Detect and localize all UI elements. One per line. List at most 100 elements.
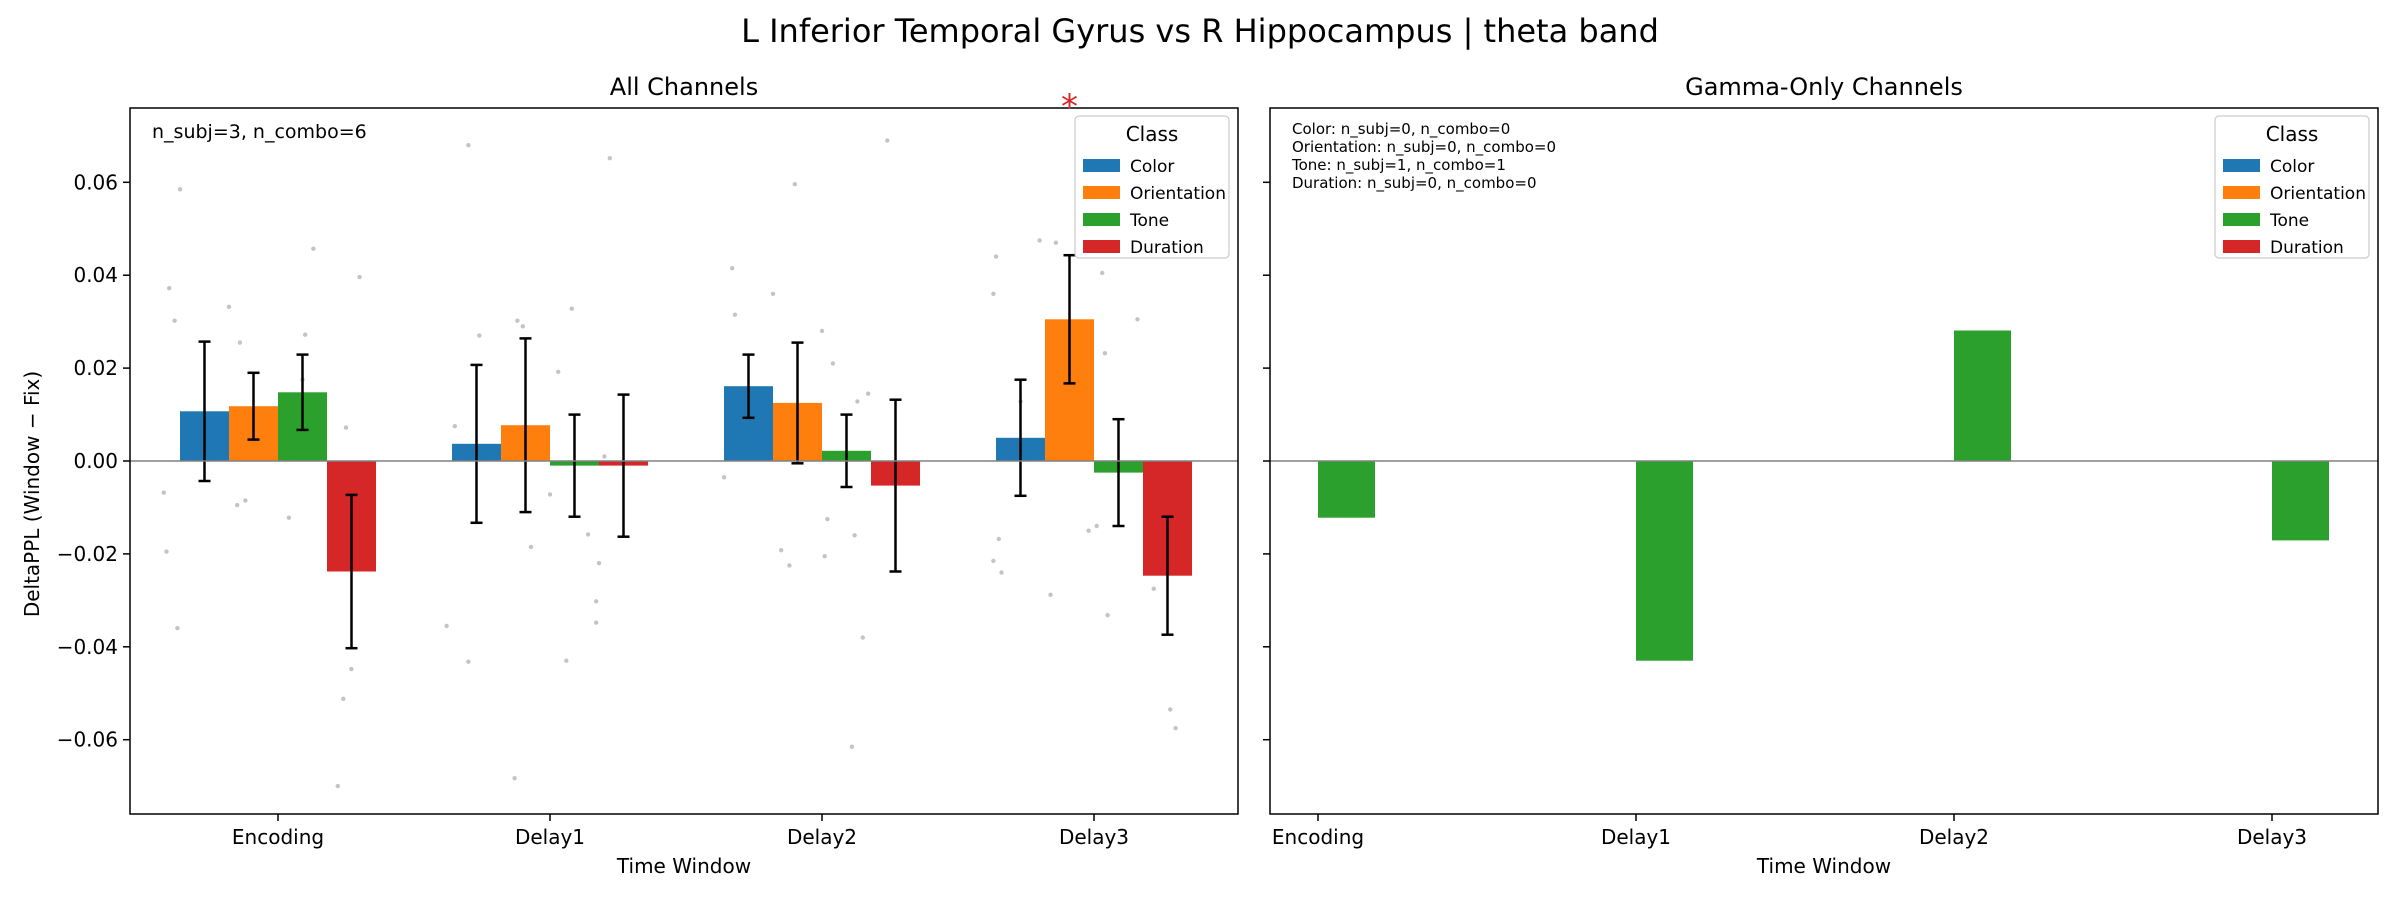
left-scatter-point — [175, 626, 180, 631]
left-error-bar-color-delay3 — [1014, 378, 1027, 498]
left-scatter-point — [177, 187, 183, 192]
left-scatter-point — [528, 544, 534, 550]
legend-label-duration: Duration — [2270, 238, 2344, 258]
right-legend: Class Color Orientation Tone Duration — [2214, 115, 2370, 259]
legend-label-color: Color — [2270, 157, 2314, 177]
left-scatter-point — [341, 696, 346, 701]
left-scatter-point — [512, 776, 517, 781]
left-scatter-point — [1135, 317, 1140, 322]
left-scatter-point — [286, 515, 292, 520]
left-scatter-point — [235, 502, 240, 508]
legend-title: Class — [1126, 122, 1179, 146]
left-error-bar-orientation-delay3 — [1063, 253, 1076, 385]
left-scatter-point — [1053, 240, 1059, 245]
figure-suptitle: L Inferior Temporal Gyrus vs R Hippocamp… — [741, 12, 1659, 50]
left-scatter-point — [855, 399, 860, 404]
left-error-bar-orientation-delay1 — [519, 337, 532, 514]
left-scatter-point — [822, 554, 827, 559]
right-annotation-line-duration: Duration: n_subj=0, n_combo=0 — [1292, 174, 1537, 193]
left-scatter-point — [770, 291, 776, 296]
left-scatter-point — [243, 498, 248, 503]
left-scatter-point — [547, 492, 553, 497]
legend-swatch-tone — [1083, 213, 1120, 226]
left-scatter-point — [849, 744, 855, 749]
left-error-bar-orientation-encoding — [247, 371, 260, 441]
left-scatter-point — [564, 658, 569, 663]
left-scatter-point — [303, 332, 308, 337]
left-scatter-point — [477, 333, 482, 338]
right-x-tick-label-encoding: Encoding — [1272, 825, 1364, 849]
left-error-bar-color-delay1 — [470, 363, 483, 525]
right-annotation-line-orientation: Orientation: n_subj=0, n_combo=0 — [1292, 138, 1556, 157]
left-error-bar-duration-delay3 — [1161, 515, 1174, 636]
legend-title: Class — [2266, 122, 2319, 146]
left-scatter-point — [237, 340, 243, 345]
left-scatter-point — [885, 138, 890, 143]
left-scatter-point — [819, 328, 825, 334]
left-y-tick-label: −0.02 — [57, 542, 118, 566]
left-y-tick-label: 0.02 — [73, 356, 118, 380]
left-scatter-point — [1048, 592, 1053, 597]
legend-swatch-tone — [2223, 213, 2260, 226]
left-error-bar-orientation-delay2 — [791, 341, 804, 465]
left-scatter-point — [787, 563, 792, 568]
left-scatter-point — [602, 454, 607, 459]
left-scatter-point — [452, 424, 457, 429]
legend-swatch-duration — [1083, 240, 1120, 253]
left-scatter-point — [999, 570, 1004, 575]
left-scatter-point — [164, 549, 169, 554]
left-y-tick-label: 0.04 — [73, 263, 118, 287]
right-x-tick-label-delay2: Delay2 — [1919, 825, 1989, 849]
left-x-axis-label: Time Window — [616, 854, 751, 878]
left-scatter-point — [226, 304, 232, 309]
left-scatter-point — [343, 425, 349, 430]
left-scatter-point — [860, 635, 865, 640]
left-sample-size-annotation: n_subj=3, n_combo=6 — [152, 121, 367, 143]
legend-swatch-duration — [2223, 240, 2260, 253]
left-y-tick-label: 0.00 — [73, 449, 118, 473]
left-scatter-point — [556, 369, 561, 374]
left-scatter-point — [311, 246, 316, 251]
left-y-tick-label: −0.04 — [57, 635, 118, 659]
left-chart-title: All Channels — [610, 73, 758, 101]
left-error-bar-duration-delay1 — [617, 393, 630, 538]
left-scatter-point — [1173, 725, 1178, 731]
left-scatter-point — [161, 490, 166, 495]
right-annotation-line-tone: Tone: n_subj=1, n_combo=1 — [1291, 156, 1506, 175]
legend-label-tone: Tone — [2269, 211, 2309, 231]
left-scatter-point — [357, 274, 362, 280]
left-error-bar-tone-delay1 — [568, 413, 581, 518]
right-bar-tone-delay1 — [1636, 461, 1693, 661]
left-scatter-point — [825, 516, 830, 522]
right-bar-tone-encoding — [1318, 461, 1375, 518]
left-scatter-point — [594, 599, 599, 604]
left-x-tick-label-delay1: Delay1 — [515, 825, 585, 849]
left-error-bar-tone-delay2 — [840, 413, 853, 489]
left-y-tick-label: 0.06 — [73, 170, 118, 194]
left-scatter-point — [607, 156, 612, 161]
left-scatter-point — [585, 532, 591, 537]
left-scatter-point — [993, 254, 999, 259]
legend-swatch-color — [1083, 159, 1120, 172]
right-bar-tone-delay2 — [1954, 330, 2011, 461]
left-scatter-point — [991, 558, 996, 564]
left-scatter-point — [1168, 707, 1173, 712]
left-scatter-point — [167, 286, 172, 291]
left-scatter-point — [444, 623, 449, 629]
left-scatter-point — [1105, 613, 1110, 618]
left-scatter-point — [996, 536, 1001, 542]
left-scatter-point — [1037, 238, 1042, 243]
left-scatter-point — [349, 666, 354, 672]
left-error-bar-color-encoding — [198, 340, 211, 483]
legend-swatch-orientation — [1083, 186, 1120, 199]
left-scatter-point — [1094, 523, 1099, 529]
left-scatter-point — [466, 659, 471, 664]
left-scatter-point — [792, 182, 797, 187]
left-scatter-point — [1100, 270, 1105, 276]
left-scatter-point — [830, 361, 836, 366]
left-scatter-point — [730, 266, 735, 271]
left-legend: Class Color Orientation Tone Duration — [1074, 115, 1230, 259]
left-scatter-point — [520, 324, 525, 329]
left-scatter-point — [1086, 528, 1091, 533]
